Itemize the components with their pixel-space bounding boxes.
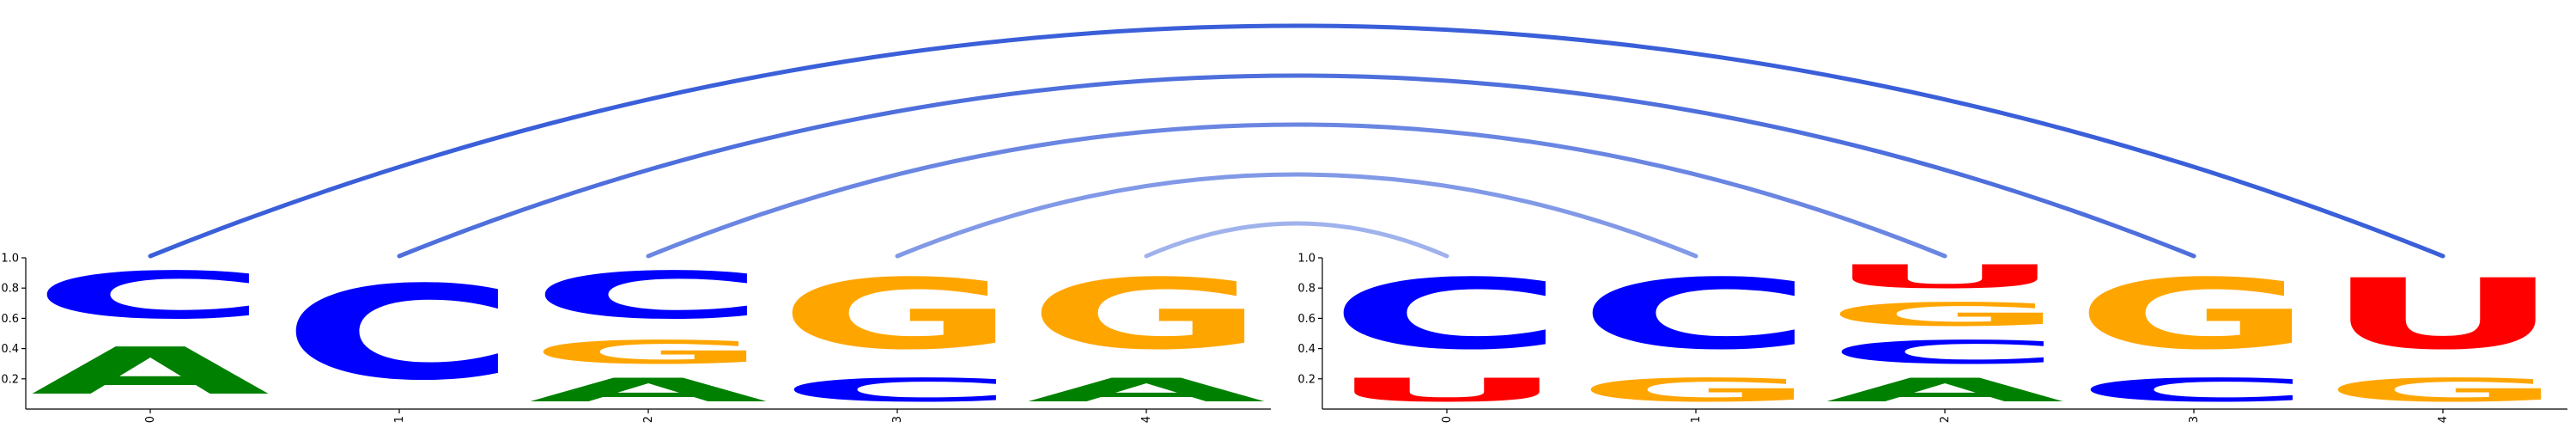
- x-tick-label-left-0: 0: [144, 416, 157, 423]
- x-tick-label-right-2: 2: [1939, 416, 1952, 423]
- letter-left-pos4-A-glyph: A: [1027, 371, 1266, 409]
- x-tick-label-left-3: 3: [891, 416, 904, 423]
- letter-right-pos2-U: U: [1826, 258, 2064, 296]
- y-tick-label-left-0: 0.2: [1, 373, 19, 386]
- letter-right-pos4-U: U: [2324, 259, 2562, 371]
- letter-left-pos0-C: C: [31, 258, 270, 333]
- letter-right-pos4-U-glyph: U: [2324, 259, 2562, 371]
- letter-left-pos4-A: A: [1027, 371, 1266, 409]
- y-tick-label-right-2: 0.6: [1297, 313, 1315, 326]
- letter-right-pos1-G: G: [1577, 371, 1815, 409]
- letter-left-pos1-C-glyph: C: [280, 259, 519, 409]
- letter-left-pos3-C-glyph: C: [778, 371, 1017, 409]
- letter-right-pos2-U-glyph: U: [1826, 258, 2064, 296]
- y-tick-label-right-3: 0.8: [1297, 283, 1315, 296]
- y-tick-label-right-4: 1.0: [1297, 253, 1315, 266]
- x-tick-label-left-2: 2: [642, 416, 655, 423]
- letter-left-pos0-A-glyph: A: [31, 333, 272, 408]
- arc-left3-right1: [895, 172, 1698, 259]
- letter-right-pos4-G: G: [2324, 371, 2562, 409]
- x-tick-label-right-3: 3: [2188, 416, 2201, 423]
- letter-right-pos3-C: C: [2075, 371, 2313, 409]
- letter-left-pos2-A: A: [529, 371, 768, 409]
- letter-left-pos0-C-glyph: C: [31, 258, 270, 333]
- logo-panels: 0.20.40.60.81.0AC0C1AGC2CG3AG40.20.40.60…: [1, 253, 2567, 423]
- arc-left4-right0: [1144, 221, 1449, 259]
- x-tick-label-left-1: 1: [393, 416, 406, 423]
- letter-left-pos2-G-glyph: G: [529, 333, 768, 371]
- letter-right-pos2-C-glyph: C: [1826, 333, 2064, 371]
- letter-right-pos0-U: U: [1327, 371, 1566, 409]
- y-tick-label-right-0: 0.2: [1297, 373, 1315, 386]
- arc-left1-right3: [397, 73, 2196, 259]
- x-tick-label-left-4: 4: [1140, 416, 1153, 423]
- letter-left-pos3-G-glyph: G: [778, 258, 1017, 371]
- letter-left-pos4-G-glyph: G: [1027, 258, 1266, 371]
- x-tick-label-right-1: 1: [1690, 416, 1703, 423]
- arc-left0-right4: [148, 23, 2445, 259]
- letter-right-pos0-U-glyph: U: [1327, 371, 1566, 409]
- letter-right-pos1-G-glyph: G: [1577, 371, 1815, 409]
- letter-right-pos1-C: C: [1577, 258, 1815, 370]
- letter-left-pos2-A-glyph: A: [529, 371, 768, 409]
- letter-right-pos1-C-glyph: C: [1577, 258, 1815, 370]
- base-pair-arcs: [148, 23, 2445, 259]
- letter-right-pos2-A-glyph: A: [1826, 371, 2064, 409]
- letter-right-pos4-G-glyph: G: [2324, 371, 2562, 409]
- letter-right-pos3-G-glyph: G: [2075, 258, 2313, 371]
- letter-right-pos3-C-glyph: C: [2075, 371, 2313, 409]
- y-tick-label-left-2: 0.6: [1, 313, 19, 326]
- letter-right-pos0-C-glyph: C: [1327, 258, 1566, 370]
- letter-right-pos2-G-glyph: G: [1826, 296, 2064, 333]
- y-tick-label-left-4: 1.0: [1, 253, 19, 266]
- letter-left-pos0-A: A: [31, 333, 272, 408]
- y-tick-label-right-1: 0.4: [1297, 343, 1315, 356]
- letter-right-pos2-G: G: [1826, 296, 2064, 333]
- y-tick-label-left-3: 0.8: [1, 283, 19, 296]
- letter-left-pos2-C: C: [529, 258, 768, 333]
- letter-right-pos3-G: G: [2075, 258, 2313, 371]
- y-tick-label-left-1: 0.4: [1, 343, 19, 356]
- letter-left-pos3-G: G: [778, 258, 1017, 371]
- letter-left-pos2-G: G: [529, 333, 768, 371]
- letter-left-pos3-C: C: [778, 371, 1017, 409]
- letter-right-pos0-C: C: [1327, 258, 1566, 370]
- letter-right-pos2-A: A: [1826, 371, 2064, 409]
- x-tick-label-right-0: 0: [1441, 416, 1454, 423]
- letter-left-pos4-G: G: [1027, 258, 1266, 371]
- x-tick-label-right-4: 4: [2437, 416, 2450, 423]
- letter-left-pos1-C: C: [280, 259, 519, 409]
- letter-right-pos2-C: C: [1826, 333, 2064, 371]
- letter-left-pos2-C-glyph: C: [529, 258, 768, 333]
- arc-left2-right2: [646, 122, 1947, 259]
